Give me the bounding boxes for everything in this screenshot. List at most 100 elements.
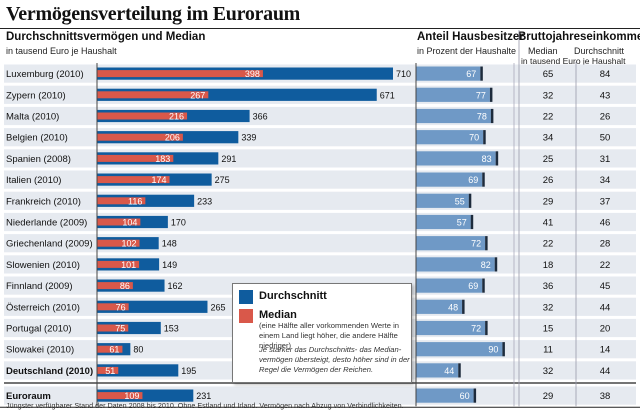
median-bar [97, 154, 174, 162]
homeowners-bar-end [489, 87, 493, 102]
average-value-label: 710 [396, 69, 411, 79]
footnote: Jüngster verfügbarer Stand der Daten 200… [6, 401, 404, 410]
income-average-value: 22 [600, 260, 611, 271]
median-bar [97, 303, 129, 311]
homeowners-bar [416, 257, 495, 272]
median-bar [97, 239, 140, 247]
median-value-label: 216 [169, 112, 184, 122]
income-average-value: 38 [600, 391, 611, 402]
homeowners-bar-end [480, 66, 483, 81]
median-bar [97, 197, 146, 205]
category-label: Slowakei (2010) [6, 345, 74, 356]
average-value-label: 80 [133, 345, 143, 355]
homeowners-value-label: 69 [468, 175, 478, 185]
average-value-label: 339 [241, 133, 256, 143]
average-value-label: 233 [197, 196, 212, 206]
median-value-label: 101 [121, 260, 136, 270]
average-value-label: 671 [380, 90, 395, 100]
average-value-label: 195 [181, 366, 196, 376]
homeowners-bar-end [482, 278, 485, 293]
homeowners-value-label: 69 [468, 281, 478, 291]
median-bar [97, 324, 129, 332]
income-median-value: 65 [543, 69, 554, 80]
category-label: Frankreich (2010) [6, 196, 81, 207]
income-average-value: 28 [600, 239, 611, 250]
category-label: Italien (2010) [6, 175, 61, 186]
income-median-value: 32 [543, 366, 554, 377]
income-average-value: 46 [600, 218, 611, 229]
income-average-value: 31 [600, 154, 611, 165]
category-label: Slowenien (2010) [6, 260, 80, 271]
median-value-label: 398 [245, 69, 260, 79]
median-bar [97, 133, 183, 141]
homeowners-value-label: 60 [460, 391, 470, 401]
income-average-value: 44 [600, 366, 611, 377]
median-bar [97, 366, 119, 374]
homeowners-bar-end [462, 299, 465, 314]
homeowners-bar-end [485, 320, 488, 336]
homeowners-bar-end [468, 193, 472, 208]
category-label: Finnland (2009) [6, 281, 73, 292]
homeowners-value-label: 82 [481, 260, 491, 270]
homeowners-value-label: 55 [455, 196, 465, 206]
median-value-label: 61 [109, 345, 119, 355]
page-title: Vermögensverteilung im Euroraum [6, 3, 301, 25]
homeowners-bar [416, 193, 469, 208]
homeowners-bar-end [470, 214, 474, 230]
homeowners-bar-end [485, 236, 488, 251]
homeowners-bar [416, 66, 481, 81]
median-value-label: 116 [128, 196, 142, 206]
category-label: Griechenland (2009) [6, 239, 93, 250]
median-bar [97, 218, 141, 226]
income-median-value: 32 [543, 302, 554, 313]
homeowners-bar-end [458, 363, 461, 378]
median-value-label: 86 [120, 281, 130, 291]
legend-median-label: Median [259, 309, 297, 321]
income-median-value: 29 [543, 391, 554, 402]
legend: Durchschnitt Median (eine Hälfte aller v… [232, 283, 412, 383]
category-label: Deutschland (2010) [6, 366, 93, 377]
average-value-label: 170 [171, 218, 186, 228]
average-value-label: 291 [221, 154, 236, 164]
homeowners-bar-end [473, 388, 477, 403]
median-bar [97, 70, 263, 78]
homeowners-value-label: 70 [469, 133, 479, 143]
homeowners-bar [416, 278, 483, 293]
median-bar [97, 112, 188, 120]
income-median-value: 22 [543, 239, 554, 250]
median-bar [97, 176, 170, 184]
homeowners-bar [416, 236, 486, 251]
homeowners-bar-end [502, 342, 505, 357]
median-value-label: 174 [152, 175, 167, 185]
homeowners-bar [416, 363, 459, 378]
legend-average-swatch [239, 290, 253, 304]
homeowners-value-label: 48 [448, 302, 458, 312]
title-rule [0, 28, 640, 29]
income-average-value: 37 [600, 196, 611, 207]
average-value-label: 231 [196, 391, 211, 401]
income-median-value: 29 [543, 196, 554, 207]
median-value-label: 183 [155, 154, 170, 164]
legend-median-swatch [239, 309, 253, 323]
income-median-value: 18 [543, 260, 554, 271]
homeowners-bar-end [494, 257, 498, 272]
homeowners-value-label: 77 [476, 90, 486, 100]
average-value-label: 149 [162, 260, 177, 270]
income-median-value: 41 [543, 218, 554, 229]
legend-note: Je stärker das Durchschnitts- das Median… [259, 345, 410, 374]
category-label: Belgien (2010) [6, 133, 68, 144]
income-median-value: 32 [543, 90, 554, 101]
category-label: Österreich (2010) [6, 302, 80, 313]
median-value-label: 104 [122, 218, 137, 228]
median-value-label: 76 [116, 302, 126, 312]
owners-header: Anteil Hausbesitzer [417, 31, 524, 43]
average-value-label: 153 [164, 324, 179, 334]
income-average-value: 50 [600, 133, 611, 144]
income-median-header: Median [528, 46, 558, 56]
income-median-value: 15 [543, 324, 554, 335]
income-median-value: 22 [543, 112, 554, 123]
income-average-value: 26 [600, 112, 611, 123]
average-value-label: 366 [253, 112, 268, 122]
category-label: Niederlande (2009) [6, 218, 87, 229]
